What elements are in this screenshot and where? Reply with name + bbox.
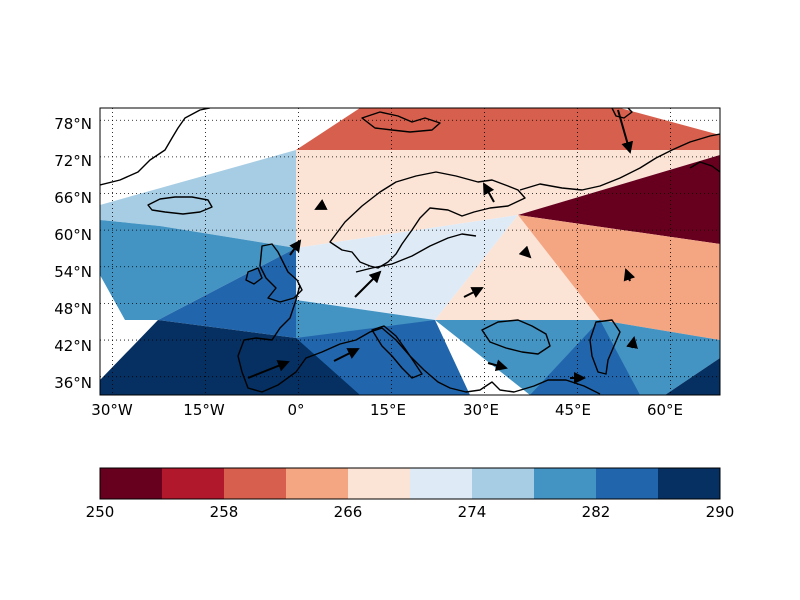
- coastline-caspian-sea: [589, 319, 621, 375]
- coastline-iceland: [147, 196, 213, 215]
- wind-arrow: [623, 268, 636, 282]
- field-region-light-salmon-east: [518, 215, 720, 340]
- colorbar-tick-label: 258: [210, 503, 239, 521]
- colorbar-tick-label: 274: [458, 503, 487, 521]
- lon-label: 15°E: [370, 401, 406, 419]
- coastline-novaya-zemlya: [611, 108, 633, 119]
- wind-vectors: [247, 109, 638, 384]
- wind-arrow: [354, 270, 382, 298]
- colorbar-frame: [99, 467, 721, 500]
- coastline-arctic-russia: [519, 133, 720, 191]
- field-region-pale-blue: [296, 215, 518, 320]
- colorbar-tick-labels: 250 258 266 274 282 290: [86, 503, 735, 521]
- coastline-italy: [371, 325, 423, 379]
- colorbar-segment: [658, 468, 721, 499]
- lon-label: 30°E: [463, 401, 499, 419]
- colorbar-segment: [472, 468, 535, 499]
- lat-label: 78°N: [54, 115, 92, 133]
- coastline-europe-mainland: [237, 284, 601, 395]
- lat-label: 54°N: [54, 263, 92, 281]
- lat-label: 48°N: [54, 300, 92, 318]
- coastline-greenland: [100, 108, 211, 186]
- lon-label: 15°W: [183, 401, 225, 419]
- colorbar-tick-label: 266: [334, 503, 363, 521]
- lat-label: 36°N: [54, 374, 92, 392]
- lat-label: 60°N: [54, 226, 92, 244]
- wind-arrow: [247, 360, 290, 379]
- field-region-cream-north: [296, 150, 720, 248]
- coastline-ural-shore: [689, 161, 720, 173]
- wind-arrow: [487, 359, 508, 372]
- colorbar-segment: [534, 468, 597, 499]
- lon-axis-labels: 30°W 15°W 0° 15°E 30°E 45°E 60°E: [91, 401, 683, 419]
- temperature-field: [100, 108, 720, 395]
- field-region-navy-southwest: [100, 320, 360, 395]
- wind-arrow: [314, 199, 328, 210]
- wind-arrow: [518, 245, 532, 259]
- lat-label: 72°N: [54, 152, 92, 170]
- colorbar-segment: [162, 468, 225, 499]
- graticule: [100, 108, 720, 395]
- colorbar-segment: [286, 468, 349, 499]
- wind-arrow: [617, 109, 634, 154]
- field-region-blue-east: [530, 320, 640, 395]
- colorbar-segment: [348, 468, 411, 499]
- coastline-black-sea: [481, 319, 551, 355]
- wind-arrow: [626, 336, 638, 349]
- field-region-dark-red: [518, 155, 720, 244]
- wind-arrow: [483, 182, 495, 203]
- coastlines: [100, 108, 720, 395]
- coastline-svalbard: [361, 111, 441, 133]
- colorbar-segment: [596, 468, 659, 499]
- field-region-blue-center: [296, 320, 470, 395]
- lon-label: 0°: [287, 401, 304, 419]
- colorbar-segment: [410, 468, 473, 499]
- lat-label: 42°N: [54, 337, 92, 355]
- map-frame: [99, 107, 721, 396]
- lon-label: 45°E: [555, 401, 591, 419]
- wind-arrow: [289, 239, 302, 256]
- field-region-salmon-north: [296, 108, 720, 150]
- lon-label: 60°E: [647, 401, 683, 419]
- colorbar: [100, 468, 721, 499]
- lat-axis-labels: 78°N 72°N 66°N 60°N 54°N 48°N 42°N 36°N: [54, 115, 92, 392]
- field-region-mid-blue-west: [100, 220, 296, 320]
- colorbar-segment: [224, 468, 287, 499]
- lon-label: 30°W: [91, 401, 133, 419]
- coastline-baltic-shore: [355, 233, 477, 273]
- colorbar-segment: [100, 468, 163, 499]
- colorbar-tick-label: 250: [86, 503, 115, 521]
- wind-arrow: [333, 348, 360, 362]
- colorbar-tick-label: 290: [706, 503, 735, 521]
- colorbar-tick-label: 282: [582, 503, 611, 521]
- field-region-light-blue-west: [100, 150, 296, 248]
- lat-label: 66°N: [54, 189, 92, 207]
- wind-arrow: [463, 287, 484, 298]
